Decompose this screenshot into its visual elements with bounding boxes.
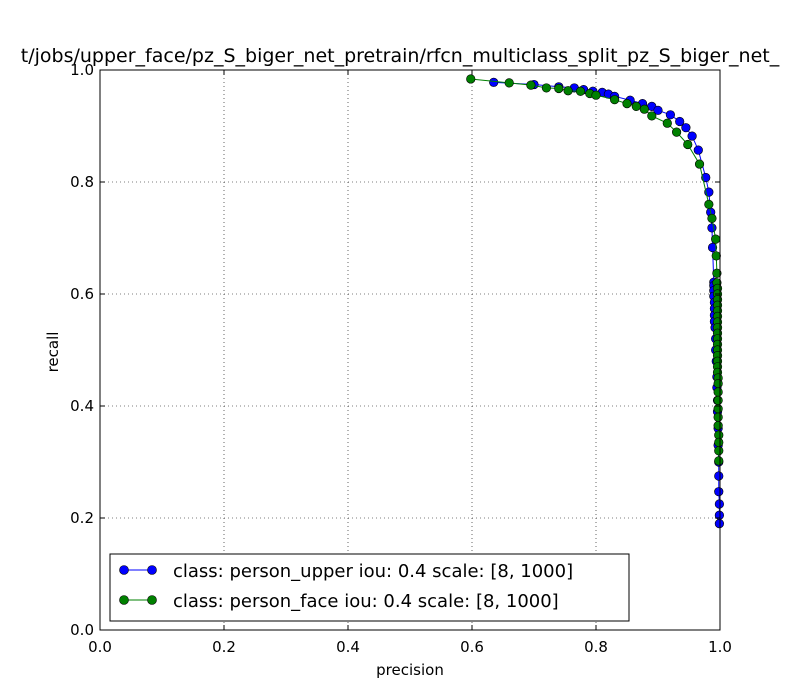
y-tick-label: 0.4 xyxy=(70,397,94,415)
legend-box xyxy=(109,553,630,622)
data-point-person-face xyxy=(609,95,620,105)
legend-marker-person-face xyxy=(119,595,129,605)
legend-entry-person-upper: class: person_upper iou: 0.4 scale: [8, … xyxy=(119,561,573,582)
data-point-person-face xyxy=(662,118,672,128)
data-point-person-face xyxy=(683,139,693,150)
data-point-person-upper xyxy=(693,145,703,155)
y-tick-label: 0.6 xyxy=(70,285,94,303)
axis-ticks: 0.0 0.2 0.4 0.6 0.8 1.0 0.0 0.2 0.4 0.6 0.8 1.0 xyxy=(70,61,732,656)
data-point-person-face xyxy=(466,74,476,84)
x-tick-label: 0.4 xyxy=(336,638,360,656)
y-tick-label: 0.2 xyxy=(70,509,94,527)
data-point-person-face xyxy=(694,159,705,169)
legend-entry-person-face: class: person_face iou: 0.4 scale: [8, 1… xyxy=(119,591,559,612)
data-point-person-upper xyxy=(653,105,663,115)
data-point-person-upper xyxy=(687,131,697,141)
data-point-person-upper xyxy=(714,499,724,509)
data-point-person-face xyxy=(591,90,601,100)
data-point-person-face xyxy=(713,395,723,406)
data-point-person-face xyxy=(671,127,682,137)
data-point-person-face xyxy=(714,437,724,448)
legend-label-person-face: class: person_face iou: 0.4 scale: [8, 1… xyxy=(173,591,559,612)
data-point-person-upper xyxy=(714,471,724,481)
data-point-person-face xyxy=(713,387,723,397)
data-point-person-face xyxy=(707,213,717,223)
x-axis-label: precision xyxy=(376,661,444,679)
x-tick-label: 0.2 xyxy=(212,638,236,656)
x-tick-label: 0.0 xyxy=(88,638,112,656)
data-point-person-face xyxy=(575,86,586,96)
data-point-person-face xyxy=(541,83,552,93)
y-axis-label: recall xyxy=(44,332,62,373)
y-tick-label: 1.0 xyxy=(70,61,94,79)
data-point-person-face xyxy=(713,412,723,422)
legend-label-person-upper: class: person_upper iou: 0.4 scale: [8, … xyxy=(173,561,573,582)
legend: class: person_upper iou: 0.4 scale: [8, … xyxy=(109,553,630,622)
data-point-person-face xyxy=(704,199,714,209)
data-point-person-face xyxy=(711,234,721,244)
data-point-person-upper xyxy=(675,116,685,127)
y-tick-label: 0.0 xyxy=(70,621,94,639)
data-point-person-face xyxy=(563,86,573,96)
data-point-person-face xyxy=(639,104,649,114)
legend-marker-person-upper xyxy=(147,565,157,575)
data-point-person-face xyxy=(712,268,722,278)
data-point-person-face xyxy=(714,456,724,466)
data-point-person-face xyxy=(711,251,721,261)
data-point-person-face xyxy=(526,80,536,90)
data-point-person-upper xyxy=(665,110,676,120)
data-point-person-face xyxy=(714,446,724,456)
y-tick-label: 0.8 xyxy=(70,173,94,191)
plot-area-frame xyxy=(99,69,721,631)
x-tick-label: 0.6 xyxy=(460,638,484,656)
legend-marker-person-face xyxy=(147,595,157,605)
data-point-person-upper xyxy=(489,77,499,87)
data-point-person-upper xyxy=(707,223,717,233)
data-point-person-upper xyxy=(707,242,718,253)
data-point-person-face xyxy=(504,78,514,88)
legend-marker-person-upper xyxy=(119,565,129,575)
data-point-person-face xyxy=(554,83,564,94)
data-point-person-face xyxy=(647,111,657,121)
data-point-person-upper xyxy=(714,487,724,497)
data-point-person-face xyxy=(631,101,641,111)
x-tick-label: 0.8 xyxy=(584,638,608,656)
data-point-person-upper xyxy=(681,123,691,133)
data-point-person-face xyxy=(622,98,632,109)
chart-title: t/jobs/upper_face/pz_S_biger_net_pretrai… xyxy=(21,45,780,67)
data-point-person-face xyxy=(713,379,723,389)
data-point-person-upper xyxy=(714,518,724,529)
x-tick-label: 1.0 xyxy=(708,638,732,656)
grid-lines xyxy=(100,70,720,630)
data-point-person-face xyxy=(713,421,723,431)
